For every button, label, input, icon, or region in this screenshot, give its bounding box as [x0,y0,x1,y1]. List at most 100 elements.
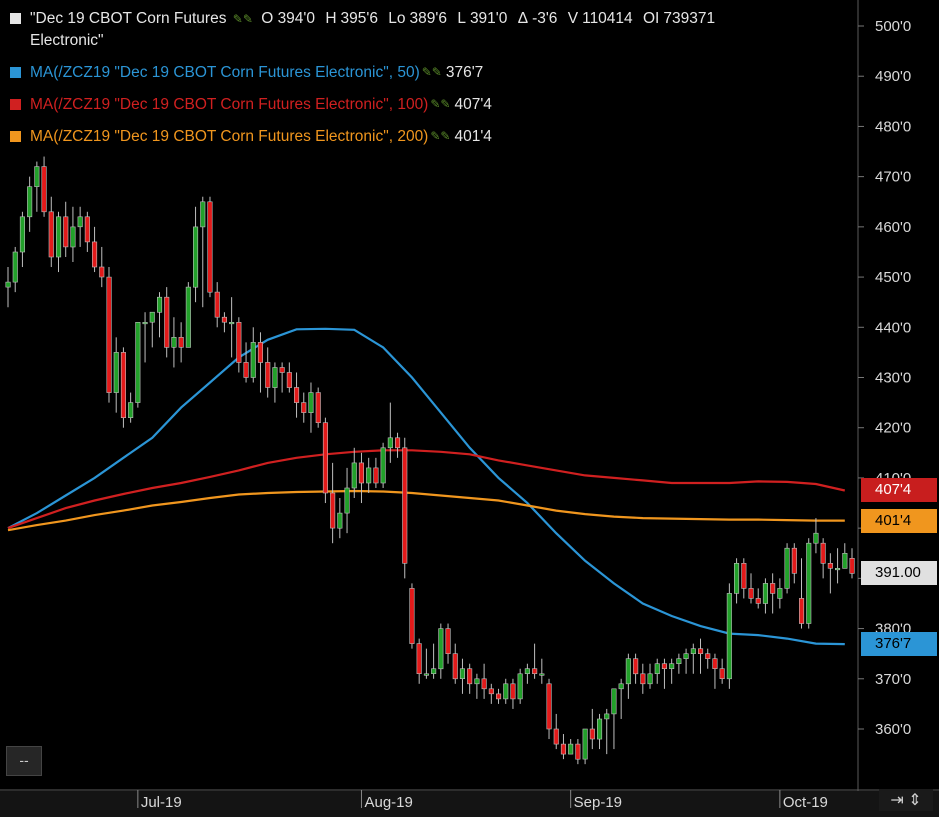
y-tick-label: 460'0 [875,219,911,236]
candle-body [250,342,256,378]
candle-body [618,683,624,690]
legend-main-text: "Dec 19 CBOT Corn Futures ✎✎ O 394'0 H 39… [30,8,810,51]
pencil-icon[interactable]: ✎✎ [421,65,442,79]
candle-body [575,743,581,760]
move-arrows-icon[interactable]: ⇥ ⇕ [879,789,933,811]
candle-body [741,562,747,589]
candle-body [431,668,437,675]
candle-body [503,683,509,700]
candle-body [308,392,314,414]
legend-ma200[interactable]: MA(/ZCZ19 "Dec 19 CBOT Corn Futures Elec… [6,126,810,158]
y-tick-label: 480'0 [875,118,911,135]
pencil-icon[interactable]: ✎✎ [430,129,451,143]
candle-body [849,557,855,574]
y-tick-label: 420'0 [875,420,911,437]
legend-volume: 110414 [582,10,633,27]
candle-body [517,673,523,700]
candle-body [777,588,783,599]
candle-body [272,367,278,388]
legend-ma100-value: 407'4 [454,96,492,113]
legend-ma50[interactable]: MA(/ZCZ19 "Dec 19 CBOT Corn Futures Elec… [6,62,810,94]
price-tag-ma200: 401'4 [861,509,937,533]
legend-main-title-cont: Electronic" [30,32,104,49]
candle-body [286,372,292,388]
legend-oi: 739371 [663,10,716,27]
candle-body [142,321,148,325]
candle-body [315,392,321,424]
candle-body [640,673,646,685]
candle-body [344,487,350,514]
legend-swatch-ma50 [10,67,21,78]
price-tag-ma50: 376'7 [861,632,937,656]
legend-ma100-label: MA(/ZCZ19 "Dec 19 CBOT Corn Futures Elec… [30,96,429,113]
candle-body [193,226,199,288]
candle-body [257,342,264,363]
x-tick-label: Oct-19 [783,794,828,811]
candle-body [236,321,242,363]
legend-low: 389'6 [409,10,447,27]
candle-body [48,211,54,258]
candle-body [84,216,90,243]
candle-body [92,241,98,268]
candle-body [207,201,213,293]
y-tick-label: 470'0 [875,169,911,186]
candle-body [409,588,415,644]
candle-body [171,336,177,348]
candle-body [719,668,725,680]
x-tick-label: Sep-19 [574,794,622,811]
candle-body [733,562,740,594]
candle-body [265,362,271,388]
candle-body [293,387,300,403]
pencil-icon[interactable]: ✎✎ [232,12,253,26]
candle-body [301,402,307,413]
candle-body [157,296,163,313]
candle-body [813,532,819,544]
candle-body [279,367,285,373]
candle-body [611,688,617,715]
candle-body [633,658,639,675]
candlesticks [5,156,855,765]
candle-body [596,718,603,740]
candle-body [676,658,682,665]
candle-body [488,688,494,695]
candle-body [661,663,668,670]
candle-body [423,673,430,676]
candle-body [113,352,119,393]
dash-box[interactable]: -- [6,746,42,776]
candle-body [582,728,588,760]
legend-ma100[interactable]: MA(/ZCZ19 "Dec 19 CBOT Corn Futures Elec… [6,94,810,126]
candle-body [445,628,451,654]
legend-high: 395'6 [340,10,378,27]
candle-body [106,276,112,393]
candle-body [726,593,732,680]
candle-body [748,588,754,599]
candle-body [178,336,184,348]
ma-line-200 [7,489,845,532]
candle-body [394,437,401,449]
ma-line-100 [7,449,846,530]
candle-body [467,668,473,685]
candle-body [510,683,516,700]
candle-body [553,728,559,745]
candle-body [770,583,776,594]
candle-body [128,402,134,419]
candle-body [164,296,170,348]
legend-ma50-label: MA(/ZCZ19 "Dec 19 CBOT Corn Futures Elec… [30,64,420,81]
candle-body [705,653,711,660]
candle-body [697,648,704,655]
candle-body [755,598,761,604]
candle-body [63,216,69,248]
candle-body [337,512,343,529]
candle-body [806,542,812,624]
candle-body [568,743,574,755]
y-tick-label: 490'0 [875,68,911,85]
pencil-icon[interactable]: ✎✎ [430,97,451,111]
legend-volume-label: V [567,10,579,27]
moving-average-lines [7,327,846,646]
legend-main[interactable]: "Dec 19 CBOT Corn Futures ✎✎ O 394'0 H 39… [6,8,810,62]
y-tick-label: 430'0 [875,370,911,387]
legend-ma200-value: 401'4 [454,128,492,145]
candle-body [322,422,329,494]
legend-last: 391'0 [469,10,508,27]
